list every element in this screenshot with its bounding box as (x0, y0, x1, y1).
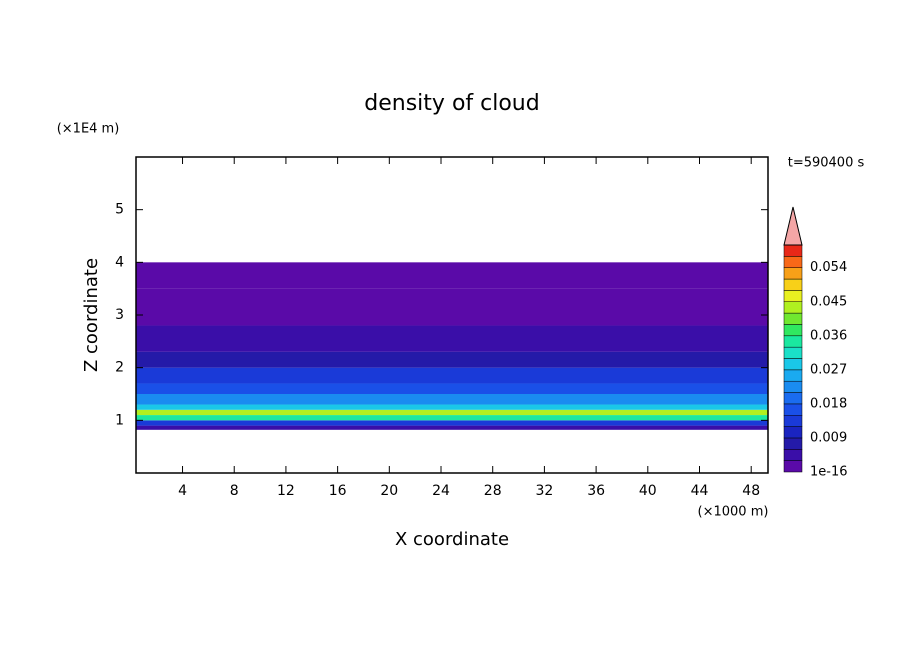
chart-title: density of cloud (364, 91, 539, 116)
colorbar-swatch (783, 244, 803, 257)
x-tick-label: 44 (691, 483, 709, 499)
colorbar-swatch (783, 335, 803, 348)
field-band (136, 420, 768, 426)
field-band (136, 262, 768, 289)
field-band (136, 325, 768, 352)
x-tick-label: 4 (178, 483, 187, 499)
colorbar-swatch (783, 415, 803, 427)
colorbar-label: 0.054 (810, 260, 847, 275)
colorbar-label: 0.027 (810, 362, 847, 377)
colorbar-extension (783, 206, 803, 246)
field-band (136, 425, 768, 430)
field-band (136, 367, 768, 384)
colorbar-swatch (783, 392, 803, 405)
x-tick-label: 12 (277, 483, 295, 499)
x-tick-label: 16 (329, 483, 347, 499)
y-axis-title: Z coordinate (81, 258, 102, 372)
field-band (136, 394, 768, 405)
colorbar-label: 0.045 (810, 294, 847, 309)
field-band (136, 409, 768, 416)
x-unit: (×1000 m) (698, 505, 769, 520)
y-tick-label: 1 (115, 412, 124, 428)
y-tick-label: 3 (115, 307, 124, 323)
colorbar-label: 1e-16 (810, 465, 848, 480)
y-tick-label: 4 (115, 254, 124, 270)
colorbar-label: 0.036 (810, 328, 847, 343)
field-band (136, 415, 768, 421)
colorbar-swatch (783, 449, 803, 461)
colorbar-swatch (783, 403, 803, 416)
x-axis-title: X coordinate (395, 529, 509, 550)
colorbar-swatch (783, 346, 803, 359)
colorbar-swatch (783, 290, 803, 302)
colorbar-swatch (783, 256, 803, 268)
colorbar-swatch (783, 324, 803, 337)
field-band (136, 351, 768, 368)
x-tick-label: 8 (230, 483, 239, 499)
colorbar-swatch (783, 437, 803, 450)
field-band (136, 404, 768, 410)
y-unit: (×1E4 m) (57, 122, 120, 137)
y-tick-label: 5 (115, 202, 124, 218)
colorbar-swatch (783, 369, 803, 382)
colorbar-swatch (783, 267, 803, 280)
field-band (136, 383, 768, 394)
colorbar-swatch (783, 278, 803, 291)
colorbar-swatch (783, 301, 803, 314)
colorbar-swatch (783, 460, 803, 473)
colorbar-swatch (783, 426, 803, 439)
x-tick-label: 28 (484, 483, 502, 499)
x-tick-label: 40 (639, 483, 657, 499)
x-tick-label: 32 (535, 483, 553, 499)
colorbar-swatch (783, 380, 803, 393)
x-tick-label: 36 (587, 483, 605, 499)
colorbar-label: 0.018 (810, 396, 847, 411)
colorbar-swatch (783, 358, 803, 371)
time-label: t=590400 s (788, 156, 865, 171)
x-tick-label: 20 (380, 483, 398, 499)
colorbar-swatch (783, 312, 803, 325)
colorbar-label: 0.009 (810, 430, 847, 445)
x-tick-label: 24 (432, 483, 450, 499)
x-tick-label: 48 (742, 483, 760, 499)
field-band (136, 288, 768, 326)
y-tick-label: 2 (115, 360, 124, 376)
